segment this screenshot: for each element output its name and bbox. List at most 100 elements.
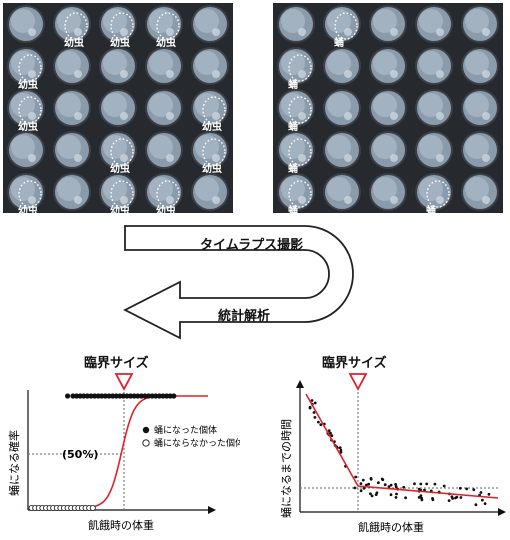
u-turn-arrow (123, 225, 354, 340)
data-point (389, 493, 393, 497)
data-point (451, 497, 454, 500)
data-point (459, 496, 463, 499)
data-point (417, 487, 421, 491)
data-point (354, 475, 358, 479)
larva-label: 幼虫 (156, 204, 176, 213)
pupated-point (74, 393, 80, 399)
larva-label: 幼虫 (18, 120, 38, 133)
data-point (419, 494, 423, 498)
data-point (361, 478, 365, 482)
pupated-point (92, 393, 98, 399)
data-point (389, 483, 393, 487)
well (53, 89, 91, 127)
pupa-highlight-ring (426, 180, 450, 208)
larva-label: 幼虫 (202, 162, 222, 175)
data-point (359, 482, 363, 485)
well (323, 131, 361, 169)
chart-left-title: 臨界サイズ (84, 356, 149, 371)
larva-highlight-ring (18, 180, 42, 208)
well (53, 173, 91, 211)
pupated-point (164, 393, 170, 399)
pupated-point (171, 393, 177, 399)
pupa-highlight-ring (288, 96, 312, 124)
photo-pupae: 蛹蛹蛹蛹蛹蛹 (273, 3, 503, 213)
well (323, 5, 361, 43)
well (53, 47, 91, 85)
larva-label: 幼虫 (110, 162, 130, 175)
data-point (433, 482, 437, 486)
well (191, 173, 229, 211)
data-point (329, 431, 332, 435)
pupated-point (138, 393, 144, 399)
larva-label: 幼虫 (18, 78, 38, 91)
well (461, 5, 499, 43)
data-point (359, 489, 363, 493)
data-point (369, 492, 372, 496)
pupated-point (142, 393, 148, 399)
pupa-label: 蛹 (288, 120, 298, 133)
larva-highlight-ring (18, 54, 42, 82)
data-point (483, 502, 487, 505)
well (461, 173, 499, 211)
well (369, 89, 407, 127)
pupated-point (128, 393, 134, 399)
pupated-point (135, 393, 141, 399)
critical-size-marker (348, 373, 368, 391)
sigmoid-fit-curve (28, 395, 208, 509)
data-point (442, 484, 446, 488)
pupated-point (120, 393, 126, 399)
statistics-label: 統計解析 (218, 309, 271, 324)
well (99, 173, 137, 211)
critical-size-marker (114, 373, 134, 391)
data-point (417, 496, 421, 499)
data-point (313, 416, 317, 419)
larva-label: 幼虫 (64, 36, 84, 49)
pupated-point (113, 393, 119, 399)
photo-larvae: 幼虫 幼虫 幼虫 幼虫 幼虫 幼虫 幼虫 幼虫 幼虫 幼虫 幼虫 (3, 3, 233, 213)
data-point (365, 483, 368, 487)
well (461, 47, 499, 85)
larva-highlight-ring (202, 96, 226, 124)
larva-label: 幼虫 (18, 204, 38, 213)
well (415, 5, 453, 43)
data-point (394, 483, 397, 486)
data-point (339, 448, 343, 452)
well (323, 173, 361, 211)
larva-highlight-ring (156, 180, 180, 208)
pupae-well-plate: 蛹蛹蛹蛹蛹蛹 (273, 3, 503, 213)
data-point (387, 485, 391, 489)
legend-open-label: 蛹にならなかった個体 (154, 437, 240, 449)
y-axis-label: 蛹になる確率 (7, 430, 21, 496)
larva-highlight-ring (110, 180, 134, 208)
data-point (413, 482, 416, 486)
pupated-point (102, 393, 108, 399)
well (99, 47, 137, 85)
well (7, 131, 45, 169)
well (415, 47, 453, 85)
chart-right-title: 臨界サイズ (322, 356, 387, 371)
data-point (327, 429, 331, 433)
well (145, 5, 183, 43)
well (277, 5, 315, 43)
well (145, 173, 183, 211)
legend-filled-label: 蛹になった個体 (154, 424, 217, 436)
x-axis-arrowhead (498, 508, 506, 516)
pupa-label: 蛹 (426, 204, 436, 213)
y-axis-label: 蛹になるまでの時間 (280, 419, 293, 518)
data-point (394, 485, 398, 489)
well (99, 131, 137, 169)
pupa-highlight-ring (288, 180, 312, 208)
pupated-point (167, 393, 173, 399)
data-point (431, 498, 435, 502)
pupated-point (153, 393, 159, 399)
larva-highlight-ring (110, 12, 134, 40)
data-point (374, 493, 378, 496)
data-point (317, 420, 320, 424)
data-point (367, 482, 371, 486)
flow-arrow-diagram (123, 225, 354, 340)
well (145, 47, 183, 85)
data-point (474, 503, 478, 507)
well (461, 131, 499, 169)
timelapse-label: タイムラプス撮影 (200, 238, 304, 253)
data-point (370, 494, 374, 498)
